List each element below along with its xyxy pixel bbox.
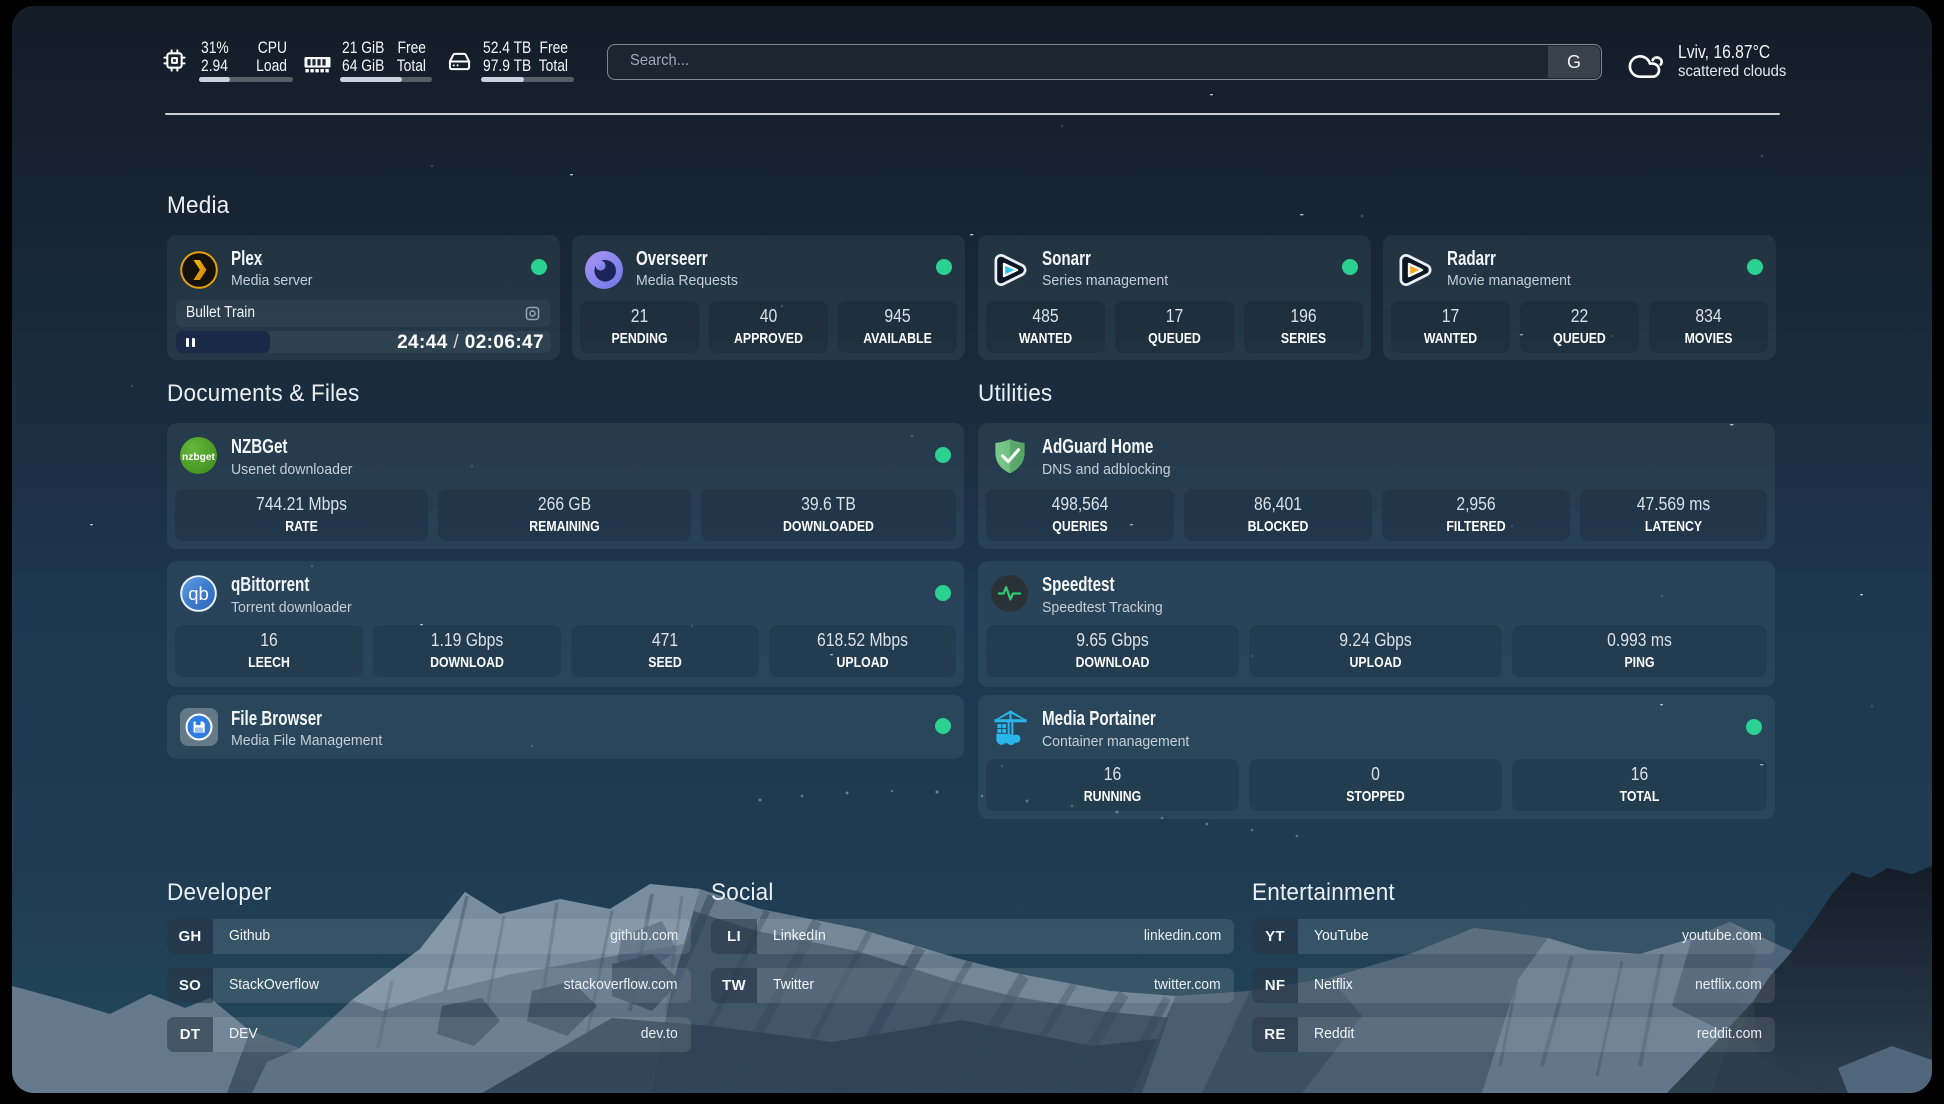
svg-text:nzbget: nzbget: [182, 452, 216, 463]
svg-text:qb: qb: [188, 583, 209, 604]
